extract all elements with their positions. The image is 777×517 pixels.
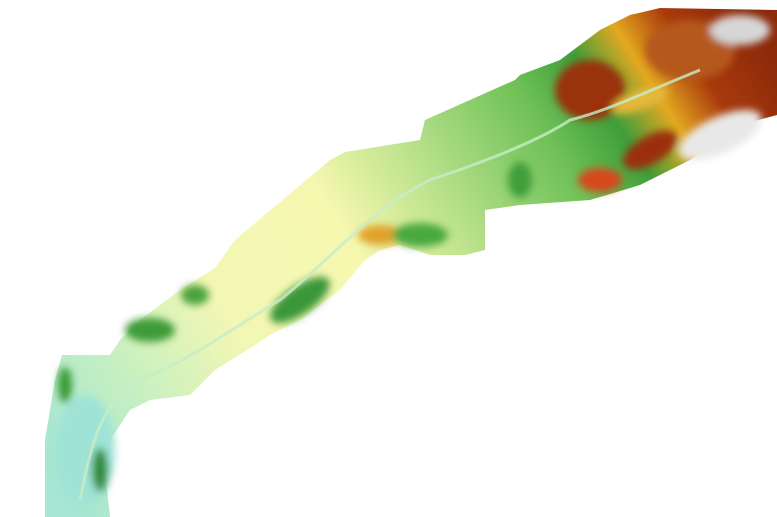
slope xyxy=(611,86,669,114)
slope xyxy=(358,225,402,245)
ridge xyxy=(92,448,108,492)
ridge xyxy=(270,276,330,324)
ridge xyxy=(125,318,175,342)
ridge xyxy=(58,367,72,403)
highland xyxy=(555,60,625,120)
terrain-strip xyxy=(45,8,777,517)
slope xyxy=(578,168,622,192)
river xyxy=(78,68,701,501)
ridge xyxy=(181,285,209,305)
ridge xyxy=(508,162,532,198)
terrain-detail xyxy=(55,15,770,505)
peak xyxy=(710,15,770,45)
ridge xyxy=(392,223,448,247)
highland xyxy=(623,130,677,170)
peak xyxy=(678,109,762,161)
